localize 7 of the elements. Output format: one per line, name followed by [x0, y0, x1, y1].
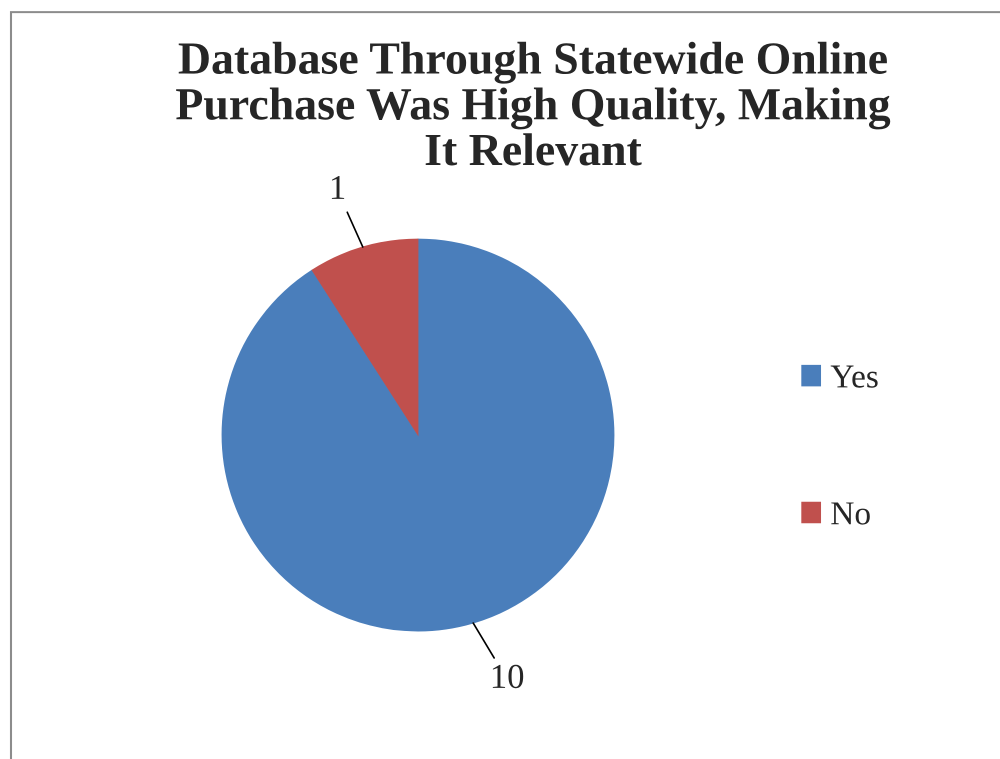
legend-label: No: [831, 502, 870, 525]
legend-label: Yes: [830, 366, 878, 388]
chart-title: Database Through Statewide Online Purchase Was High Quality, Making It Relevant: [176, 42, 890, 166]
data-label: 10: [492, 664, 524, 688]
pie-slice: [222, 238, 614, 632]
data-label: 1: [332, 176, 344, 199]
pie-slice: [312, 238, 418, 436]
